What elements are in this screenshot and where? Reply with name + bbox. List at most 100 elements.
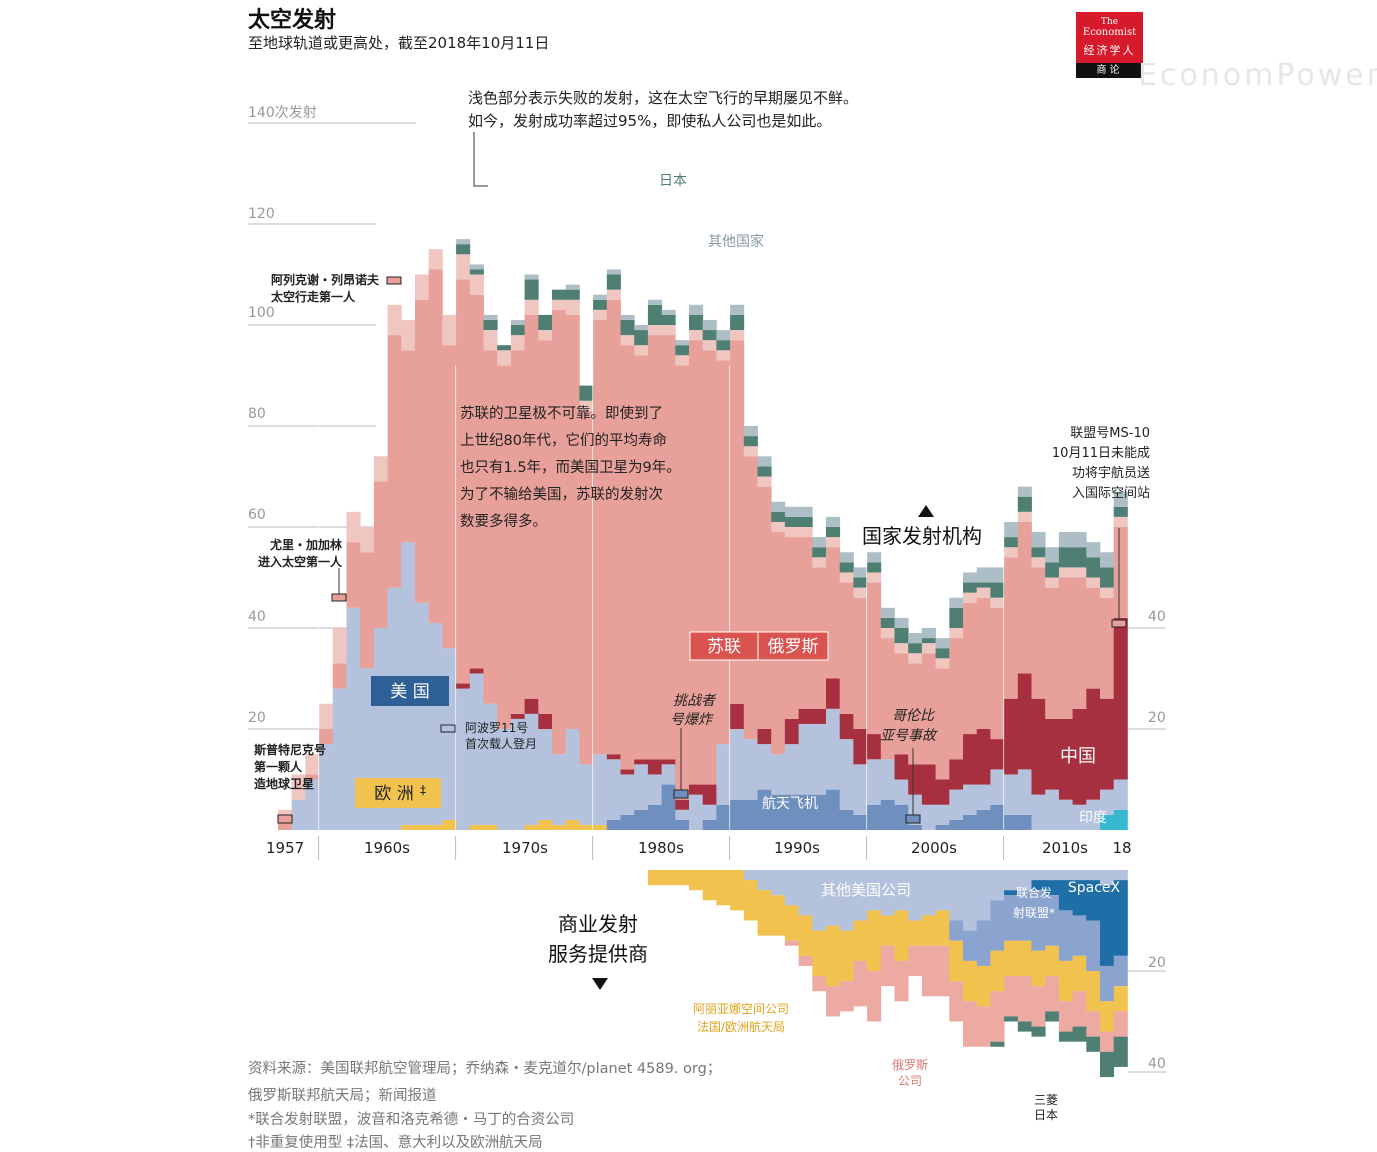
bar-1967-usa — [415, 602, 430, 825]
bar-1977-europe — [552, 824, 567, 830]
bar-1974-japan — [510, 325, 525, 336]
ussr-note-line-5: 数要多得多。 — [460, 513, 547, 530]
bar-1959-usa — [305, 779, 320, 830]
bar-1971-usa — [469, 673, 484, 825]
bar-2013-japan — [1045, 562, 1060, 578]
bar-1974-usa — [510, 718, 525, 830]
bottom-bar-2009-ula — [990, 900, 1005, 951]
bar-1972-japan — [483, 319, 498, 331]
bottom-bar-2000-arianespace — [867, 910, 882, 971]
bar-1980-usa — [593, 754, 608, 825]
bar-1975-usa — [524, 713, 539, 825]
bar-1989-usa — [716, 744, 731, 805]
bar-2010-shuttle — [1004, 814, 1019, 830]
bar-1963-ussr_russia — [360, 552, 375, 669]
footnote-line-2: †非重复使用型 ‡法国、意大利以及欧洲航天局 — [248, 1135, 543, 1151]
bar-1974-other — [510, 319, 525, 325]
bar-1962-ussr_russia_fail — [346, 511, 361, 543]
bar-2004-japan — [921, 638, 936, 644]
columbia-line-1: 哥伦比 — [892, 708, 936, 724]
bottom-bar-2000-russian_companies — [867, 971, 882, 1022]
bar-1985-usa — [661, 764, 676, 785]
bar-1985-other — [661, 309, 676, 315]
bar-1988-other — [702, 319, 717, 331]
bar-2008-china — [976, 729, 991, 785]
sources-line-1: 资料来源：美国联邦航空管理局；乔纳森・麦克道尔/planet 4589. org… — [248, 1061, 722, 1077]
bar-1961-ussr_russia_fail — [332, 628, 347, 664]
bar-1971-europe — [469, 824, 484, 830]
bar-1998-other — [839, 552, 854, 563]
bar-1960-ussr_russia — [319, 729, 334, 745]
bar-2017-china — [1100, 698, 1115, 790]
bar-1961-usa — [332, 688, 347, 830]
bar-1990-other — [730, 304, 745, 315]
label-russia: 俄罗斯 — [768, 637, 819, 657]
bottom-bar-2011-arianespace — [1017, 940, 1032, 977]
bar-2003-japan — [908, 643, 923, 654]
bar-1974-ussr_russia — [510, 350, 525, 714]
bar-2002-usa — [894, 779, 909, 805]
bottom-bar-2015-other_us_companies — [1072, 870, 1087, 881]
bottom-bar-2016-mitsubishi — [1086, 1036, 1101, 1052]
ussr-note-line-1: 苏联的卫星极不可靠。即使到了 — [460, 405, 663, 422]
bar-1971-ussr_russia_fail — [469, 274, 484, 295]
y-tick-100: 100 — [248, 305, 275, 321]
bar-2008-shuttle — [976, 809, 991, 830]
bar-1984-japan — [647, 304, 662, 325]
down-arrow-icon — [592, 978, 608, 990]
ussr-note-line-3: 也只有1.5年，而美国卫星为9年。 — [460, 459, 681, 476]
bar-1967-ussr_russia_fail — [415, 274, 430, 300]
bar-2001-usa — [880, 759, 895, 800]
bar-1977-ussr_russia — [552, 309, 567, 755]
bar-2013-usa — [1045, 789, 1060, 830]
bar-2007-china — [963, 734, 978, 785]
bar-1958-ussr_russia_fail — [291, 774, 306, 800]
bar-2004-china — [921, 764, 936, 805]
bar-1963-ussr_russia_fail — [360, 527, 375, 553]
bar-2018-india — [1113, 809, 1128, 830]
bar-1990-ussr_russia — [730, 340, 745, 704]
bar-2006-usa — [949, 789, 964, 820]
bar-2008-ussr_russia — [976, 597, 991, 729]
bar-1997-japan — [826, 527, 841, 538]
bottom-bar-2010-arianespace — [1004, 940, 1019, 977]
bar-2015-japan — [1072, 547, 1087, 568]
bar-1970-other — [456, 239, 471, 245]
bar-1976-china — [538, 713, 553, 729]
y-tick-40: 40 — [248, 609, 266, 625]
bottom-bar-2013-mitsubishi — [1045, 1011, 1060, 1022]
bar-1980-ussr_russia_fail — [593, 309, 608, 320]
bar-2015-ussr_russia_fail — [1072, 567, 1087, 578]
bar-1986-shuttle — [675, 819, 690, 830]
bar-2006-china — [949, 759, 964, 790]
bar-2005-usa — [935, 804, 950, 825]
bottom-bar-2003-arianespace — [908, 920, 923, 946]
label-mitsubishi-line-1: 三菱 — [1034, 1093, 1058, 1107]
bar-2011-shuttle — [1017, 814, 1032, 830]
bar-1998-china — [839, 713, 854, 740]
bar-1975-ussr_russia_fail — [524, 299, 539, 315]
bar-1981-china — [606, 754, 621, 760]
bar-2010-japan — [1004, 537, 1019, 548]
label-ula-line-1: 联合发 — [1016, 885, 1052, 900]
bar-2018-china — [1113, 617, 1128, 780]
bar-1987-ussr_russia — [689, 340, 704, 785]
bar-1989-ussr_russia_fail — [716, 350, 731, 361]
label-ula-line-2: 射联盟* — [1013, 905, 1055, 920]
bottom-bar-2007-russian_companies — [963, 1001, 978, 1047]
bar-2016-other — [1086, 542, 1101, 558]
bar-1982-ussr_russia — [620, 345, 635, 770]
marker-columbia — [905, 814, 921, 824]
bar-1982-shuttle — [620, 814, 635, 830]
bar-2009-usa — [990, 769, 1005, 805]
bar-1979-europe — [579, 824, 594, 830]
bar-2007-ussr_russia_fail — [963, 592, 978, 603]
bar-1960-ussr_russia_fail — [319, 703, 334, 729]
bar-1983-japan — [634, 330, 649, 346]
label-other-us-companies: 其他美国公司 — [821, 881, 911, 899]
bar-1989-other — [716, 330, 731, 341]
bar-2012-japan — [1031, 547, 1046, 558]
bottom-bar-2013-ula — [1045, 895, 1060, 946]
bar-2001-ussr_russia — [880, 638, 895, 760]
bottom-bar-2018-ula — [1113, 955, 1128, 987]
